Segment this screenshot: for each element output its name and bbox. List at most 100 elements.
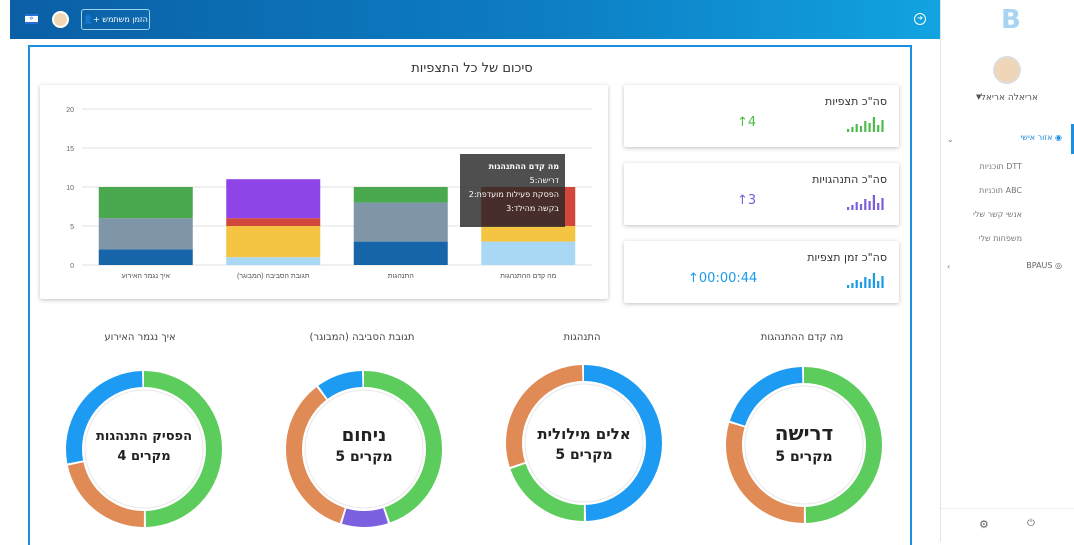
stat-label: סה"כ תצפיות [824, 95, 887, 108]
sparkline-bar [881, 198, 884, 210]
sparkline-bar [851, 283, 854, 288]
stat-value: ↑3 [737, 193, 757, 208]
sidebar-item-label: אזור אישי [1020, 133, 1053, 142]
chevron-left-icon[interactable]: ‹ [947, 262, 951, 271]
donut-chart: אלים מילולית 5 מקרים [504, 363, 664, 523]
donut-chart: הפסיק התנהגות 4 מקרים [64, 369, 224, 529]
donut-segment[interactable] [286, 371, 442, 527]
donut-title: תגובת הסביבה (המבוגר) [309, 332, 415, 343]
invite-user-button[interactable]: 👤+ הזמן משתמש [81, 9, 150, 30]
donut-segment[interactable] [286, 371, 442, 527]
stat-label: סה"כ התנהגויות [812, 173, 887, 186]
donut-inner-ring [84, 389, 204, 509]
tooltip-line: דרישה:5 [529, 176, 559, 185]
bar-segment[interactable] [353, 202, 448, 242]
x-tick-label: התנהגות [388, 273, 414, 280]
user-name[interactable]: אריאלה אריאלי [978, 93, 1038, 103]
sparkline-bar [859, 204, 863, 210]
israel-flag-icon[interactable]: ✡ [25, 14, 38, 24]
bar-segment[interactable] [481, 226, 576, 242]
main-panel: סיכום של כל התצפיות 0 5 10 15 20 איך נגמר האי… [28, 45, 912, 545]
sparkline-icon [847, 117, 884, 132]
donut-main-label: ניחום [341, 425, 387, 446]
donut-segment[interactable] [66, 371, 222, 527]
sparkline-bar [851, 205, 854, 210]
gear-icon[interactable]: ⚙ [979, 518, 989, 531]
sparkline-bar [851, 127, 854, 132]
x-tick-label: איך נגמר האירוע [122, 273, 171, 280]
sparkline-bar [868, 279, 871, 288]
donut-svg [286, 371, 442, 527]
sidebar-item-personal-area[interactable]: אזור אישי ◉ [1021, 133, 1062, 142]
stat-value: ↑00:00:44 [688, 271, 758, 286]
sparkline-bar [872, 195, 875, 210]
donut-inner-ring [304, 389, 424, 509]
sidebar-sub-item[interactable]: תוכניות ABC [978, 186, 1022, 195]
donut-segment[interactable] [726, 367, 882, 523]
chart-tooltip: מה קדם ההתנהגות דרישה:5 הפסקת פעילות מוע… [460, 154, 565, 227]
donut-main-label: אלים מילולית [537, 425, 631, 443]
x-tick-label: מה קדם ההתנהגות [500, 273, 556, 280]
donut-segment[interactable] [506, 365, 662, 521]
bar-segment[interactable] [98, 218, 193, 250]
bar-segment[interactable] [226, 218, 321, 226]
power-icon[interactable]: ⏻ [1027, 518, 1035, 529]
sparkline-bar [881, 120, 884, 132]
donut-title: התנהגות [563, 332, 601, 343]
chevron-down-icon[interactable]: ⌄ [947, 135, 954, 144]
donut-segment[interactable] [726, 367, 882, 523]
donut-inner-ring [744, 385, 864, 505]
sparkline-icon [847, 273, 884, 288]
sparkline-bar [855, 202, 858, 210]
stat-card-time: סה"כ זמן תצפיות ↑00:00:44 [624, 241, 899, 303]
donut-title: מה קדם ההתנהגות [760, 332, 844, 343]
donut-sub-label: 5 מקרים [335, 449, 393, 465]
y-tick-label: 20 [66, 107, 74, 114]
sparkline-bar [864, 121, 867, 132]
sparkline-icon [847, 195, 884, 210]
sparkline-bar [847, 207, 850, 210]
sidebar-sub-item[interactable]: אנשי קשר שלי [973, 210, 1022, 219]
sparkline-bar [847, 129, 850, 132]
app-logo: B [1001, 5, 1021, 35]
sidebar-sub-item[interactable]: משפחות שלי [978, 234, 1022, 243]
sidebar-divider [941, 508, 1074, 509]
sparkline-bar [877, 203, 880, 210]
sidebar-sub-item[interactable]: תוכניות DTT [979, 162, 1022, 171]
bar-segment[interactable] [353, 241, 448, 265]
stacked-bar-chart: 0 5 10 15 20 איך נגמר האירוע תגובת הסביבה (המב… [66, 107, 592, 280]
sparkline-bar [877, 125, 880, 132]
bar-segment[interactable] [98, 249, 193, 265]
bar-segment[interactable] [98, 187, 193, 219]
donut-segment[interactable] [506, 365, 662, 521]
invite-user-label: הזמן משתמש [102, 15, 148, 24]
user-avatar[interactable] [52, 11, 69, 28]
donut-chart: דרישה 5 מקרים [724, 365, 884, 525]
donut-segment[interactable] [66, 371, 222, 527]
sparkline-bar [877, 281, 880, 288]
donut-svg [66, 371, 222, 527]
sidebar-item-label: BPAUS [1026, 261, 1053, 270]
donut-svg [506, 365, 662, 521]
stacked-bar-chart-card: 0 5 10 15 20 איך נגמר האירוע תגובת הסביבה (המב… [40, 85, 608, 299]
bar-segment[interactable] [226, 257, 321, 265]
bar-segment[interactable] [481, 241, 576, 265]
profile-avatar[interactable] [993, 56, 1021, 84]
sparkline-bar [872, 117, 875, 132]
target-icon: ◎ [1055, 261, 1062, 270]
chevron-down-icon[interactable]: ▼ [976, 93, 982, 101]
user-circle-icon: ◉ [1055, 133, 1062, 142]
donut-sub-label: 4 מקרים [117, 449, 171, 464]
sparkline-bar [864, 277, 867, 288]
bar-segment[interactable] [226, 179, 321, 219]
sidebar-item-bpaus[interactable]: BPAUS ◎ [1026, 261, 1062, 270]
y-tick-label: 15 [66, 146, 74, 153]
left-gutter [0, 0, 10, 542]
donut-segment[interactable] [286, 371, 442, 527]
donut-inner-ring [524, 383, 644, 503]
y-tick-label: 5 [70, 224, 74, 231]
bar-segment[interactable] [353, 187, 448, 203]
stat-value: ↑4 [737, 115, 757, 130]
bar-segment[interactable] [226, 226, 321, 258]
logout-icon[interactable]: ➜ [914, 13, 926, 25]
